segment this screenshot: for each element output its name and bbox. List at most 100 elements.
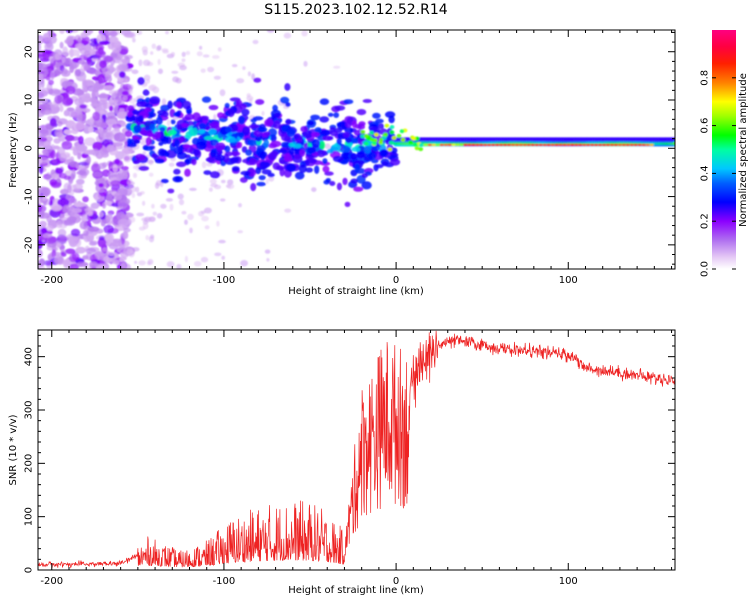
spectrogram-blob — [86, 58, 91, 65]
spectrogram-blob — [310, 114, 320, 121]
x-tick-label: -100 — [213, 576, 236, 587]
spectrogram-blob — [238, 116, 246, 125]
spectrogram-blob — [67, 184, 72, 194]
spectrogram-blob — [340, 152, 351, 160]
spectrogram-blob — [322, 135, 333, 141]
spectrogram-blob — [350, 153, 358, 160]
spectrogram-blob — [384, 123, 390, 128]
spectrogram-blob — [75, 69, 81, 77]
spectrogram-blob — [645, 143, 650, 147]
spectrogram-blob — [86, 155, 91, 165]
spectrogram-blob — [345, 137, 353, 144]
spectrogram-blob — [123, 54, 133, 60]
snr-background — [38, 330, 675, 570]
spectrogram-blob — [459, 143, 464, 147]
spectrogram-blob — [546, 143, 551, 147]
spectrogram-blob — [251, 73, 256, 81]
spectrogram-blob — [383, 132, 388, 137]
spectrogram-blob — [55, 167, 63, 174]
spectrogram-blob — [364, 141, 369, 146]
spectrogram-blob — [38, 43, 42, 51]
spectrogram-blob — [333, 112, 340, 118]
spectrogram-blob — [166, 119, 171, 127]
spectrogram-blob — [311, 132, 320, 137]
spectrogram-blob — [162, 111, 169, 118]
spectrogram-blob — [65, 248, 76, 254]
spectrogram-blob — [119, 48, 128, 56]
spectrogram-blob — [178, 199, 185, 206]
spectrogram-blob — [56, 120, 63, 127]
spectrogram-blob — [182, 100, 192, 110]
spectrogram-blob — [185, 50, 191, 56]
colorbar-label: Normalized spectral amplitude — [738, 73, 749, 227]
spectrogram-blob — [238, 103, 247, 110]
spectrogram-blob — [414, 146, 420, 151]
spectrogram-blob — [143, 145, 154, 151]
spectrogram-blob — [268, 175, 275, 182]
spectrogram-blob — [219, 89, 226, 97]
spectrogram-blob — [305, 167, 314, 173]
spectrogram-blob — [213, 114, 217, 121]
spectrogram-blob — [204, 136, 213, 141]
spectrogram-blob — [98, 77, 103, 85]
spectrogram-blob — [363, 134, 369, 138]
spectrogram-blob — [356, 151, 366, 159]
spectrogram-blob — [73, 121, 85, 131]
spectrogram-blob — [280, 96, 290, 104]
spectrogram-blob — [284, 208, 292, 213]
spectrogram-blob — [200, 210, 206, 214]
spectrogram-blob — [136, 95, 145, 100]
spectrogram-blob — [411, 136, 416, 141]
spectrogram-blob — [50, 204, 63, 212]
spectrogram-blob — [637, 143, 642, 147]
spectrogram-blob — [381, 136, 387, 140]
spectrogram-blob — [77, 114, 87, 121]
spectrogram-blob — [314, 165, 320, 174]
spectrogram-blob — [126, 181, 135, 186]
spectrogram-blob — [75, 88, 82, 93]
spectrogram-blob — [57, 198, 70, 207]
figure-title: S115.2023.102.12.52.R14 — [264, 2, 447, 18]
spectrogram-blob — [178, 135, 186, 143]
spectrogram-blob — [597, 143, 603, 147]
spectrogram-blob — [42, 233, 53, 239]
spectrogram-blob — [170, 119, 176, 125]
spectrogram-blob — [180, 123, 190, 128]
spectrogram-blob — [50, 70, 55, 80]
spectrogram-blob — [222, 153, 230, 163]
spectrogram-blob — [158, 68, 163, 75]
colorbar-gradient — [712, 30, 736, 269]
spectrogram-blob — [375, 118, 384, 124]
spectrogram-blob — [439, 143, 444, 147]
spectrogram-blob — [107, 210, 115, 216]
spectrogram-blob — [38, 98, 49, 104]
spectrogram-blob — [360, 129, 366, 134]
spectrogram-blob — [329, 126, 336, 133]
spectrogram-blob — [201, 161, 207, 169]
spectrogram-blob — [199, 45, 203, 50]
spectrogram-ylabel: Frequency (Hz) — [8, 112, 19, 188]
spectrogram-blob — [156, 213, 163, 219]
spectrogram-blob — [204, 225, 210, 230]
spectrogram-blob — [135, 186, 140, 193]
spectrogram-blob — [221, 255, 225, 260]
spectrogram-blob — [286, 128, 296, 138]
spectrogram-blob — [201, 96, 212, 103]
spectrogram-blob — [350, 178, 359, 184]
spectrogram-blob — [154, 131, 161, 139]
spectrogram-blob — [344, 201, 351, 207]
spectrogram-blob — [298, 164, 307, 174]
spectrogram-blob — [168, 162, 175, 167]
spectrogram-blob — [455, 143, 460, 147]
spectrogram-blob — [202, 54, 210, 58]
spectrogram-blob — [81, 36, 90, 45]
spectrogram-blob — [264, 131, 271, 137]
spectrogram-blob — [75, 43, 85, 50]
spectrogram-blob — [144, 107, 152, 113]
spectrogram-blob — [110, 36, 119, 43]
spectrogram-blob — [369, 137, 375, 142]
spectrogram-blob — [174, 139, 181, 147]
spectrogram-blob — [337, 121, 348, 131]
spectrogram-blob — [483, 143, 488, 147]
spectrogram-blob — [118, 71, 126, 78]
